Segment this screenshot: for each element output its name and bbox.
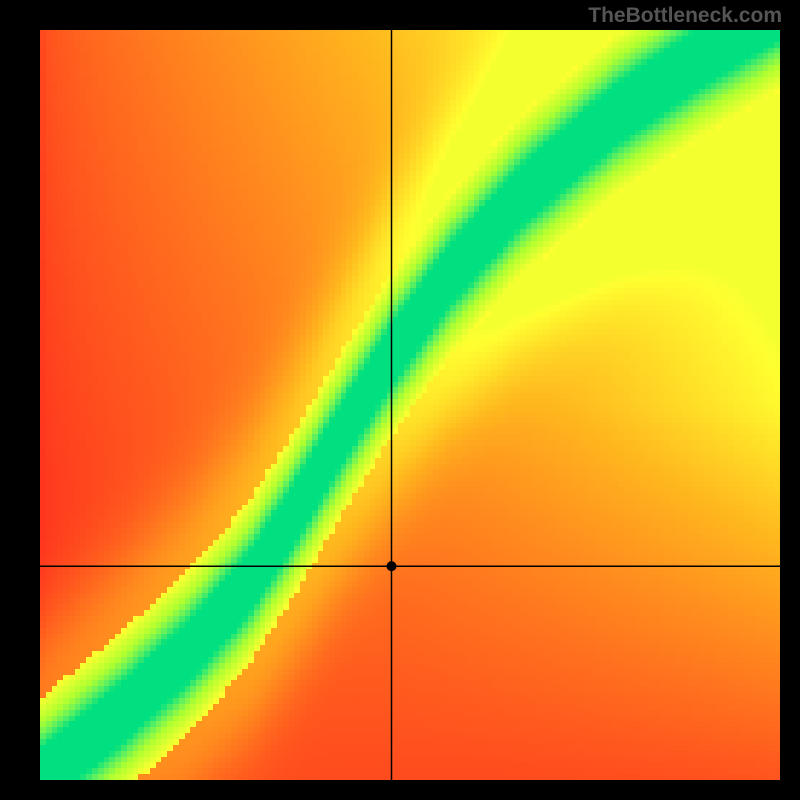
bottleneck-heatmap bbox=[40, 30, 780, 780]
chart-frame: TheBottleneck.com bbox=[0, 0, 800, 800]
watermark-text: TheBottleneck.com bbox=[588, 4, 782, 28]
